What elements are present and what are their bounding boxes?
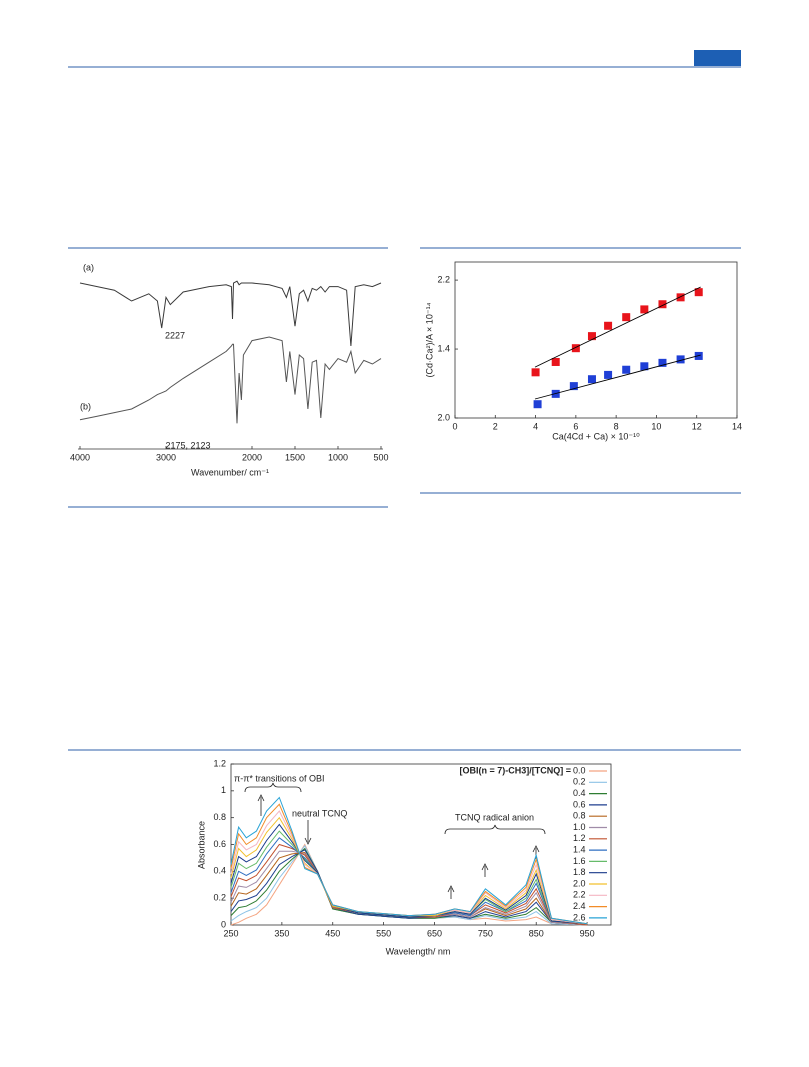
series-label: (b) <box>80 401 91 411</box>
x-tick-label: 2 <box>493 421 498 431</box>
y-tick-label: 1.2 <box>213 758 226 768</box>
x-tick-label: 450 <box>325 928 340 938</box>
series-line <box>230 796 588 925</box>
legend-label: 1.6 <box>573 856 586 866</box>
x-tick-label: 850 <box>529 928 544 938</box>
point <box>571 344 580 353</box>
series-line <box>79 336 382 424</box>
legend-label: 1.0 <box>573 822 586 832</box>
x-tick-label: 8 <box>614 421 619 431</box>
x-axis-label: Wavenumber/ cm⁻¹ <box>191 467 269 477</box>
x-tick-label: 0 <box>452 421 457 431</box>
x-tick-label: 350 <box>274 928 289 938</box>
legend-label: 2.2 <box>573 890 586 900</box>
point <box>604 321 613 330</box>
point <box>533 400 542 409</box>
y-tick-label: 1 <box>221 785 226 795</box>
x-tick-label: 1500 <box>285 452 305 462</box>
point <box>640 362 649 371</box>
annotation: neutral TCNQ <box>292 808 347 818</box>
series-line <box>534 286 701 368</box>
plot-frame <box>454 261 738 419</box>
y-tick-label: 1.4 <box>437 343 450 353</box>
point <box>676 355 685 364</box>
point <box>658 300 667 309</box>
x-tick-label: 550 <box>376 928 391 938</box>
point <box>622 365 631 374</box>
x-tick-label: 3000 <box>156 452 176 462</box>
x-tick-label: 10 <box>651 421 661 431</box>
y-tick-label: 2.0 <box>437 412 450 422</box>
x-tick-label: 750 <box>478 928 493 938</box>
series-line <box>230 844 588 926</box>
x-tick-label: 2000 <box>242 452 262 462</box>
legend-label: 0.8 <box>573 811 586 821</box>
annotation: π-π* transitions of OBI <box>234 773 324 783</box>
brace <box>244 782 302 793</box>
point <box>604 370 613 379</box>
x-axis-label: Wavelength/ nm <box>386 946 451 956</box>
series-line <box>534 354 701 400</box>
point <box>658 358 667 367</box>
series-line <box>79 280 382 347</box>
arrow <box>447 885 455 899</box>
y-tick-label: 0 <box>221 919 226 929</box>
x-tick-label: 500 <box>373 452 388 462</box>
x-tick-label: 4000 <box>70 452 90 462</box>
x-axis-label: Ca(4Cd + Ca) × 10⁻¹⁰ <box>552 431 640 441</box>
x-tick-label: 14 <box>732 421 742 431</box>
arrow <box>257 794 265 816</box>
point <box>587 375 596 384</box>
point <box>551 357 560 366</box>
legend-label: 1.8 <box>573 867 586 877</box>
header-block <box>694 50 741 66</box>
y-tick-label: 0.2 <box>213 893 226 903</box>
y-tick-label: 0.4 <box>213 866 226 876</box>
legend-label: 0.4 <box>573 788 586 798</box>
series-line <box>230 849 588 926</box>
annotation: TCNQ radical anion <box>455 812 534 822</box>
x-tick-label: 250 <box>223 928 238 938</box>
point <box>622 313 631 322</box>
annotation: 2227 <box>165 330 185 340</box>
x-tick-label: 6 <box>573 421 578 431</box>
y-axis-label: (Cd·Ca²)/A × 10⁻¹⁴ <box>424 302 434 377</box>
point <box>531 368 540 377</box>
brace <box>444 824 546 835</box>
legend-label: 0.2 <box>573 777 586 787</box>
series-label: (a) <box>83 262 94 272</box>
point <box>640 305 649 314</box>
y-tick-label: 0.6 <box>213 839 226 849</box>
y-tick-label: 2.2 <box>437 274 450 284</box>
x-tick-label: 950 <box>580 928 595 938</box>
series-line <box>230 823 588 925</box>
x-tick-label: 4 <box>533 421 538 431</box>
legend-label: 2.4 <box>573 901 586 911</box>
legend-label: 2.6 <box>573 912 586 922</box>
annotation: 2175, 2123 <box>165 440 210 450</box>
x-tick-label: 1000 <box>328 452 348 462</box>
legend-label: 1.4 <box>573 844 586 854</box>
legend-label: 1.2 <box>573 833 586 843</box>
point <box>676 293 685 302</box>
y-tick-label: 0.8 <box>213 812 226 822</box>
point <box>694 288 703 297</box>
arrow <box>481 863 489 877</box>
x-tick-label: 12 <box>692 421 702 431</box>
legend-label: 2.0 <box>573 878 586 888</box>
legend-title: [OBI(n = 7)-CH3]/[TCNQ] = <box>460 765 572 775</box>
y-axis-label: Absorbance <box>196 821 206 869</box>
x-tick-label: 650 <box>427 928 442 938</box>
arrow <box>304 820 312 845</box>
point <box>587 332 596 341</box>
legend-label: 0.6 <box>573 799 586 809</box>
point <box>569 382 578 391</box>
legend-label: 0.0 <box>573 765 586 775</box>
